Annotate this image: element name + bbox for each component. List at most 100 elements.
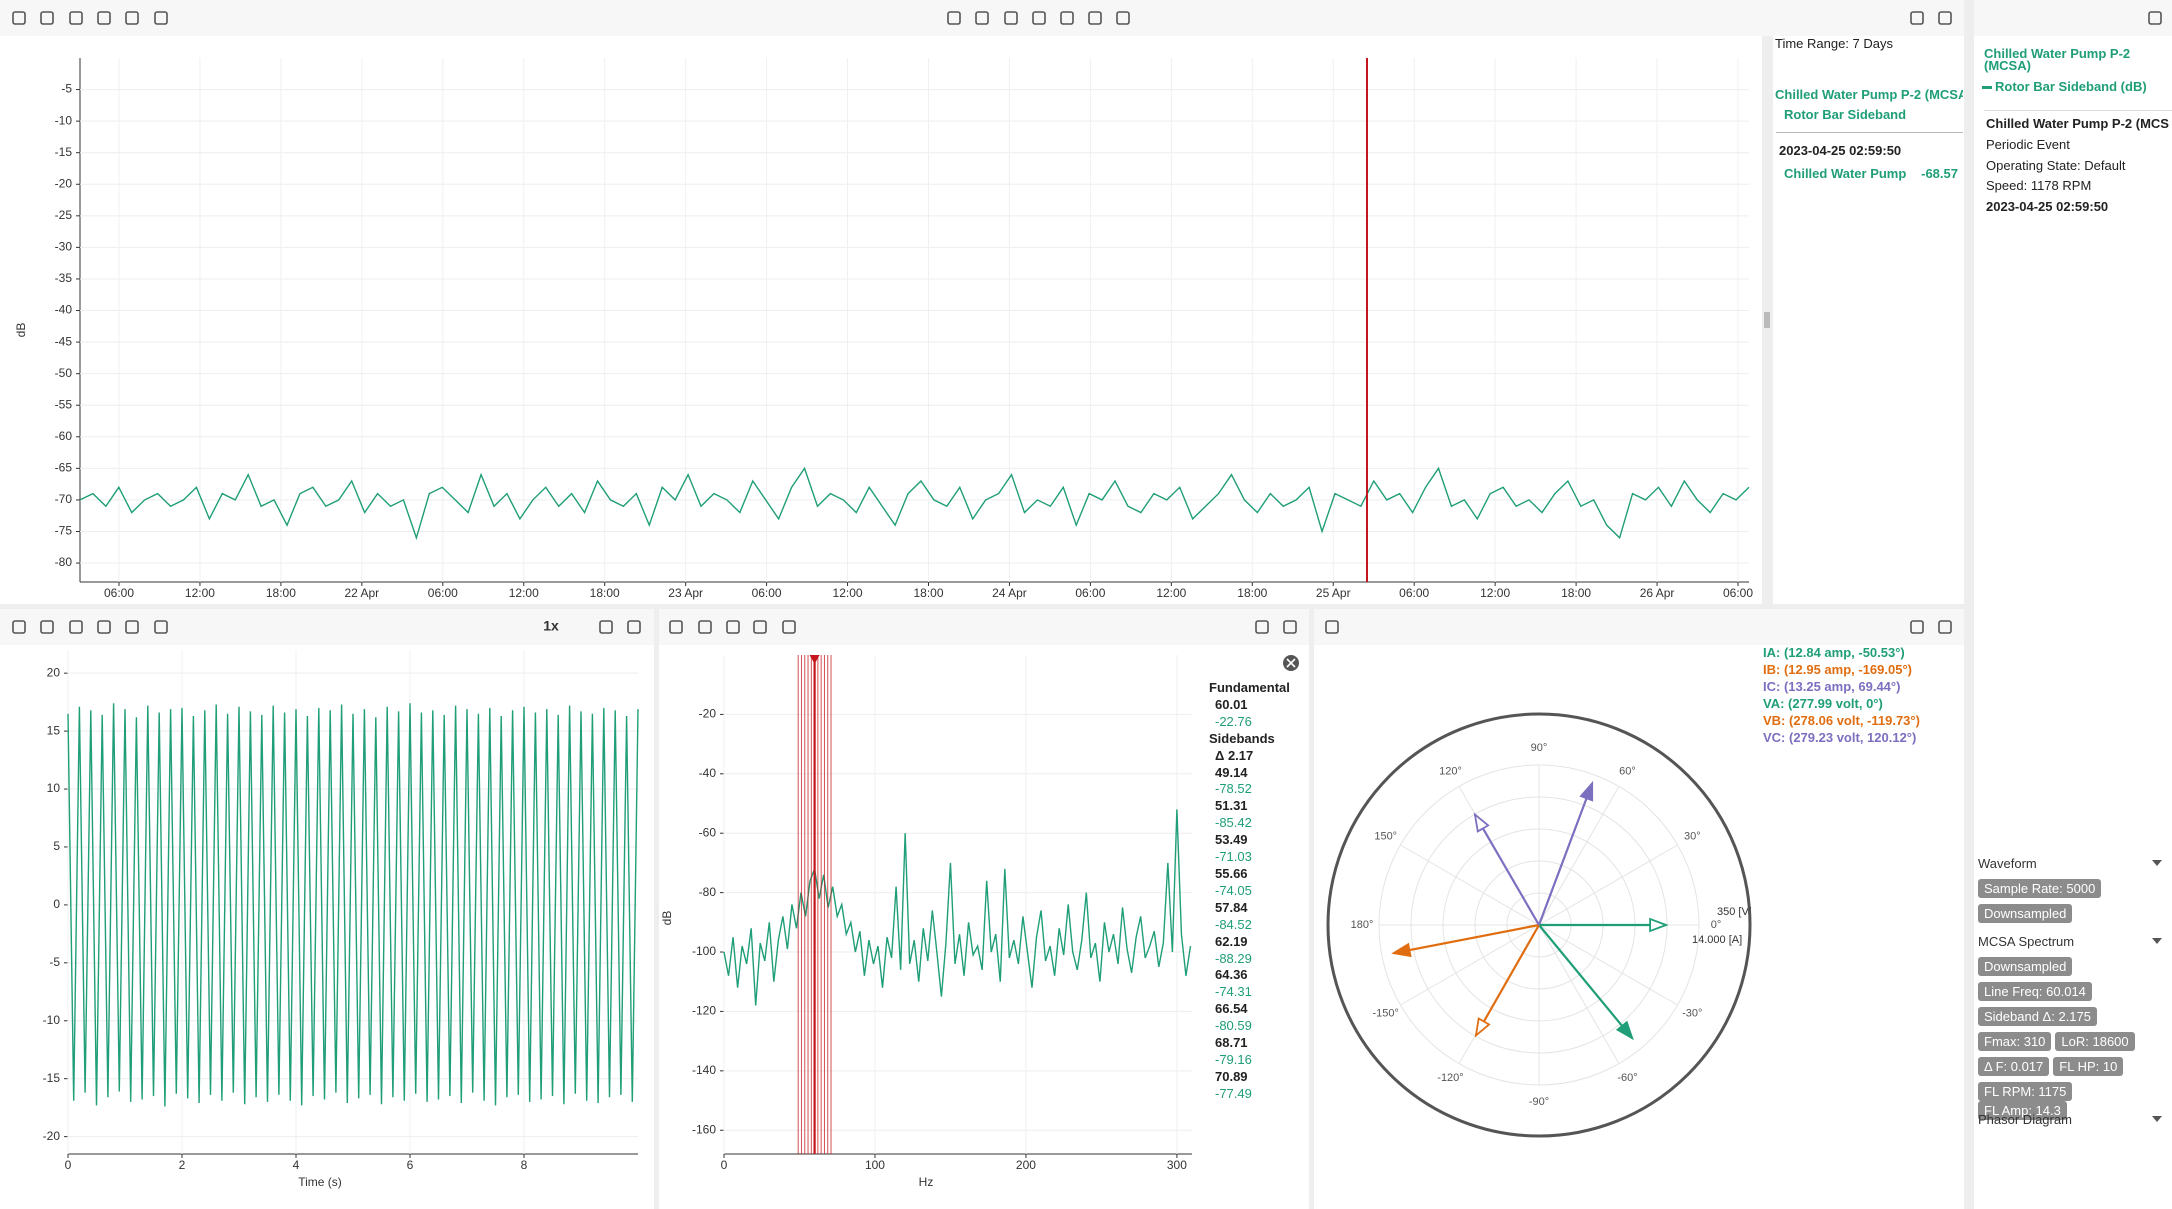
- toolbar-icon[interactable]: [1283, 620, 1297, 634]
- time-range: Time Range: 7 Days: [1775, 36, 1894, 51]
- x-tick-label: 06:00: [1399, 586, 1429, 600]
- operating-state: Operating State: Default: [1986, 158, 2126, 173]
- x-tick-label: 18:00: [1561, 586, 1591, 600]
- toolbar-icon[interactable]: [154, 11, 168, 25]
- toolbar-icon[interactable]: [669, 620, 683, 634]
- y-tick-label: -50: [55, 366, 73, 380]
- toolbar-icon[interactable]: [1060, 11, 1074, 25]
- x-tick-label: 18:00: [913, 586, 943, 600]
- toolbar-icon[interactable]: [69, 11, 83, 25]
- toolbar-icon[interactable]: [726, 620, 740, 634]
- toolbar-icon[interactable]: [1325, 620, 1339, 634]
- legend-text: 51.31: [1215, 798, 1248, 814]
- y-tick-label: -15: [43, 1071, 61, 1085]
- legend-text: 57.84: [1215, 899, 1248, 915]
- legend-text: 60.01: [1215, 696, 1248, 712]
- angle-label: 150°: [1374, 830, 1397, 842]
- phasor-arrow: [1537, 782, 1594, 926]
- grid-spoke: [1400, 844, 1540, 926]
- toolbar-icon[interactable]: [1004, 11, 1018, 25]
- y-tick-label: 20: [47, 665, 61, 679]
- row-name: Chilled Water Pump: [1784, 166, 1907, 181]
- y-tick-label: -20: [43, 1129, 61, 1143]
- toolbar-icon[interactable]: [1032, 11, 1046, 25]
- toolbar-icon[interactable]: [1255, 620, 1269, 634]
- legend-text: 62.19: [1215, 933, 1248, 949]
- series-subtitle: Rotor Bar Sideband: [1784, 107, 1907, 122]
- caret: [2152, 938, 2162, 944]
- y-tick-label: -15: [55, 145, 73, 159]
- toolbar-icon[interactable]: [1910, 620, 1924, 634]
- settings-panel: Waveform Sample Rate: 5000 Downsampled MCSA…: [1978, 854, 2168, 1130]
- toolbar-icon[interactable]: [753, 620, 767, 634]
- chip: Sideband Δ: 2.175: [1978, 1007, 2097, 1026]
- y-tick-label: -45: [55, 334, 73, 348]
- x-tick-label: 06:00: [104, 586, 134, 600]
- toolbar-icon[interactable]: [1938, 620, 1952, 634]
- toolbar-icon[interactable]: [1116, 11, 1130, 25]
- speed-button[interactable]: 1x: [543, 618, 559, 634]
- x-tick-label: 06:00: [1075, 586, 1105, 600]
- toolbar-icon[interactable]: [154, 620, 168, 634]
- phasor-legend-item: IB: (12.95 amp, -169.05°): [1763, 662, 1912, 677]
- chip-row: Downsampled: [1978, 957, 2168, 977]
- y-tick-label: -10: [55, 113, 73, 127]
- section-title[interactable]: MCSA Spectrum: [1978, 932, 2168, 952]
- section-title[interactable]: Waveform: [1978, 854, 2168, 874]
- divider: [1984, 110, 2172, 111]
- legend-text: 49.14: [1215, 764, 1248, 780]
- phasor-head: [1649, 917, 1669, 933]
- legend-text: -79.16: [1215, 1051, 1252, 1067]
- toolbar-icon[interactable]: [599, 620, 613, 634]
- x-tick-label: 300: [1167, 1158, 1187, 1172]
- legend-text: -88.29: [1215, 950, 1252, 966]
- toolbar-icon[interactable]: [1938, 11, 1952, 25]
- phasor-head: [1473, 812, 1490, 833]
- toolbar-icon[interactable]: [125, 620, 139, 634]
- x-tick-label: 4: [293, 1158, 300, 1172]
- y-tick-label: -35: [55, 271, 73, 285]
- toolbar-icon[interactable]: [627, 620, 641, 634]
- toolbar-icon[interactable]: [12, 620, 26, 634]
- toolbar-icon[interactable]: [947, 11, 961, 25]
- toolbar-icon[interactable]: [698, 620, 712, 634]
- toolbar-icon[interactable]: [1910, 11, 1924, 25]
- top-toolbar: [0, 0, 1964, 36]
- toolbar-icon[interactable]: [782, 620, 796, 634]
- legend-text: 66.54: [1215, 1001, 1248, 1017]
- angle-label: -150°: [1373, 1007, 1399, 1019]
- phasor-legend-item: VA: (277.99 volt, 0°): [1763, 696, 1883, 711]
- toolbar-icon[interactable]: [40, 11, 54, 25]
- toolbar-icon[interactable]: [40, 620, 54, 634]
- chip: Downsampled: [1978, 904, 2073, 923]
- toolbar-icon[interactable]: [125, 11, 139, 25]
- toolbar-icon[interactable]: [69, 620, 83, 634]
- x-tick-label: 12:00: [1480, 586, 1510, 600]
- y-axis-label: dB: [660, 911, 674, 926]
- toolbar-icon[interactable]: [97, 11, 111, 25]
- toolbar-icon[interactable]: [1088, 11, 1102, 25]
- x-tick-label: 0: [721, 1158, 728, 1172]
- legend-text: Fundamental: [1209, 680, 1290, 695]
- grid-spoke: [1400, 924, 1540, 1006]
- toolbar-icon[interactable]: [975, 11, 989, 25]
- series-title: Chilled Water Pump P-2 (MCSA: [1775, 87, 1963, 102]
- chip-row: FL RPM: 1175FL Amp: 14.3: [1978, 1082, 2168, 1120]
- toolbar-icon[interactable]: [97, 620, 111, 634]
- y-tick-label: -60: [55, 429, 73, 443]
- x-tick-label: 25 Apr: [1316, 586, 1351, 600]
- legend-text: Δ 2.17: [1215, 747, 1254, 763]
- y-tick-label: -40: [55, 303, 73, 317]
- y-tick-label: -25: [55, 208, 73, 222]
- legend-item[interactable]: Rotor Bar Sideband (dB): [1995, 79, 2147, 94]
- legend-title: Chilled Water Pump P-2 (MCSA): [1984, 46, 2131, 73]
- toolbar-icon[interactable]: [2148, 11, 2162, 25]
- x-tick-label: 18:00: [1237, 586, 1267, 600]
- event-time: 2023-04-25 02:59:50: [1986, 199, 2109, 214]
- y-tick-label: -20: [55, 176, 73, 190]
- phasor-legend-item: IA: (12.84 amp, -50.53°): [1763, 645, 1905, 660]
- legend-swatch: [1982, 86, 1992, 89]
- toolbar-icon[interactable]: [12, 11, 26, 25]
- section-title[interactable]: Phasor Diagram: [1978, 1110, 2168, 1130]
